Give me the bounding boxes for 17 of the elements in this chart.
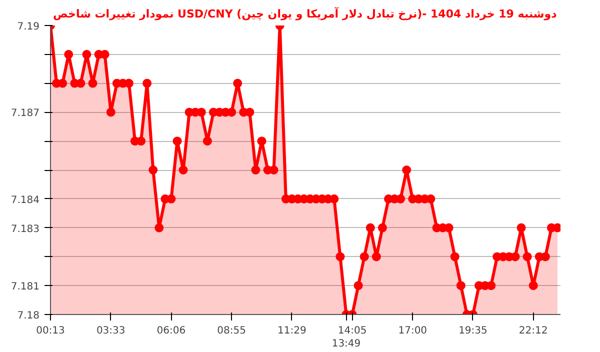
x-tick-label: 17:00 [398,326,428,336]
y-tick-label: 7.19 [17,22,40,32]
x-tick-label: 13:49 [332,338,361,350]
x-tick-label: 19:35 [458,326,488,336]
chart-title: نمودار تغییرات شاخص USD/CNY (نرخ تبادل دلار آمریکا و یوان چین)- دوشنبه 19 خرداد 1404 [53,6,558,20]
x-tick-label: 14:05 [338,326,367,336]
y-tick-label: 7.183 [10,224,40,235]
x-tick-label: 03:33 [96,326,126,336]
x-tick-label: 11:29 [278,326,306,336]
y-tick-label: 7.18 [17,310,40,322]
y-tick-label: 7.184 [10,194,40,206]
y-tick-label: 7.181 [10,282,40,293]
x-tick-label: 08:55 [217,326,246,336]
x-tick-label: 22:12 [518,326,548,336]
y-tick-label: 7.187 [10,108,40,120]
x-tick-label: 06:06 [156,326,186,336]
x-tick-label: 00:13 [36,326,65,336]
